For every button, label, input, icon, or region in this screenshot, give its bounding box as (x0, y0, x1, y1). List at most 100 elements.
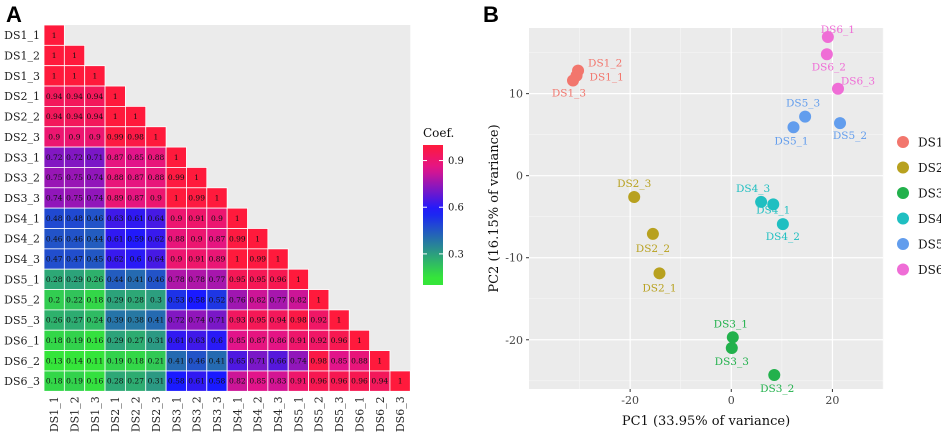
heatmap-column-label: DS1_1 (48, 396, 61, 432)
heatmap-cell-value: 0.99 (168, 173, 185, 182)
heatmap-cell-value: 0.9 (48, 133, 60, 142)
scatter-point (653, 267, 666, 280)
heatmap-cell-value: 0.48 (46, 214, 63, 223)
heatmap-cell-value: 0.74 (46, 194, 63, 203)
heatmap-cell-value: 0.59 (127, 234, 144, 243)
heatmap-cell-value: 0.95 (249, 275, 266, 284)
heatmap-row-label: DS2_1 (4, 90, 40, 103)
heatmap-column-label: DS6_2 (374, 396, 387, 432)
heatmap-cell-value: 0.94 (46, 112, 63, 121)
heatmap-cell-value: 0.14 (66, 356, 83, 365)
y-tick-label: -20 (505, 334, 523, 347)
scatter-point-label: DS5_3 (786, 98, 820, 110)
heatmap-cell-value: 0.62 (148, 234, 165, 243)
scatter-point (799, 110, 812, 123)
heatmap-cell-value: 0.75 (66, 173, 83, 182)
heatmap-cell-value: 0.96 (351, 377, 368, 386)
heatmap-cell-value: 0.91 (188, 214, 205, 223)
heatmap-cell (389, 370, 411, 392)
heatmap-row-label: DS1_1 (4, 29, 40, 42)
heatmap-cell-value: 1 (357, 336, 362, 345)
heatmap-cell-value: 0.29 (107, 336, 124, 345)
heatmap-cell-value: 1 (337, 316, 342, 325)
heatmap-cell-value: 0.19 (107, 356, 124, 365)
heatmap-cell-value: 0.9 (69, 133, 81, 142)
legend-swatch (897, 161, 909, 174)
heatmap-cell-value: 0.22 (66, 295, 83, 304)
heatmap-cell-value: 0.28 (107, 377, 124, 386)
heatmap-cell-value: 0.61 (168, 336, 185, 345)
heatmap-cell-value: 1 (113, 112, 118, 121)
scatter-point (821, 31, 834, 44)
heatmap-cell-value: 0.94 (87, 112, 104, 121)
heatmap-row-label: DS1_2 (4, 50, 40, 63)
heatmap-cell-value: 0.74 (188, 316, 205, 325)
heatmap-cell-value: 0.48 (66, 214, 83, 223)
scatter-point (646, 227, 659, 240)
heatmap-cell-value: 0.47 (66, 255, 83, 264)
scatter-point-label: DS4_2 (766, 231, 800, 243)
heatmap-cell-value: 0.61 (188, 377, 205, 386)
heatmap-cell-value: 0.47 (46, 255, 63, 264)
heatmap-row-label: DS1_3 (4, 70, 40, 83)
heatmap-cell-value: 0.38 (127, 316, 144, 325)
heatmap-cell-value: 1 (52, 51, 57, 60)
heatmap-cell-value: 1 (235, 255, 240, 264)
heatmap-cell-value: 0.98 (127, 133, 144, 142)
y-tick-label: -10 (505, 252, 523, 265)
heatmap-column-label: DS5_1 (292, 396, 305, 432)
scatter-point (566, 74, 579, 87)
heatmap-column-label: DS2_2 (130, 396, 143, 432)
heatmap-cell-value: 0.78 (168, 275, 185, 284)
heatmap-cell-value: 0.24 (87, 316, 104, 325)
heatmap-cell-value: 0.46 (46, 234, 63, 243)
heatmap-cell-value: 0.71 (249, 356, 266, 365)
panel-letter-b: B (483, 2, 499, 27)
heatmap-cell-value: 0.94 (87, 92, 104, 101)
heatmap-column-label: DS4_2 (252, 396, 265, 432)
heatmap-cell-value: 0.76 (229, 295, 246, 304)
heatmap-cell-value: 0.3 (150, 295, 162, 304)
heatmap-cell-value: 0.93 (229, 316, 246, 325)
heatmap-cell-value: 1 (133, 112, 138, 121)
heatmap-cell-value: 0.74 (87, 194, 104, 203)
heatmap-cell-value: 0.63 (107, 214, 124, 223)
x-tick-label: 20 (825, 394, 839, 407)
colorbar-title: Coef. (423, 126, 454, 140)
scatter-point-label: DS1_1 (590, 72, 624, 84)
heatmap-row-label: DS2_3 (4, 131, 40, 144)
heatmap-cell-value: 0.82 (229, 377, 246, 386)
heatmap-cell-value: 0.71 (209, 316, 226, 325)
heatmap-cell-value: 0.82 (249, 295, 266, 304)
heatmap-cell-value: 0.99 (107, 133, 124, 142)
scatter-point-label: DS3_1 (714, 318, 748, 330)
heatmap-cell-value: 0.98 (310, 356, 327, 365)
heatmap-column-label: DS4_1 (231, 396, 244, 432)
heatmap-cell-value: 0.29 (66, 275, 83, 284)
heatmap-cell-value: 0.94 (371, 377, 388, 386)
heatmap-cell-value: 0.94 (270, 316, 287, 325)
heatmap-cell-value: 0.96 (310, 377, 327, 386)
heatmap-cell-value: 0.72 (46, 153, 63, 162)
heatmap-cell-value: 0.72 (168, 316, 185, 325)
heatmap-cell-value: 0.27 (66, 316, 83, 325)
heatmap-cell-value: 0.99 (249, 255, 266, 264)
colorbar-tick-label: 0.3 (448, 249, 464, 260)
heatmap-cell-value: 0.58 (188, 295, 205, 304)
heatmap-cell-value: 0.16 (87, 377, 104, 386)
heatmap-cell-value: 1 (72, 71, 77, 80)
heatmap-cell-value: 0.85 (127, 153, 144, 162)
heatmap-column-label: DS4_3 (272, 396, 285, 432)
heatmap-cell-value: 0.45 (87, 255, 104, 264)
heatmap-cell-value: 0.29 (107, 295, 124, 304)
scatter-point-label: DS5_2 (833, 130, 867, 142)
heatmap-cell-value: 0.53 (168, 295, 185, 304)
heatmap-column-label: DS2_1 (109, 396, 122, 432)
heatmap-column-label: DS3_1 (170, 396, 183, 432)
colorbar-tick-label: 0.9 (448, 156, 464, 167)
heatmap-cell-value: 0.91 (188, 255, 205, 264)
heatmap-row-label: DS6_2 (4, 355, 40, 368)
heatmap-cell-value: 0.9 (89, 133, 101, 142)
heatmap-cell-value: 1 (174, 153, 179, 162)
